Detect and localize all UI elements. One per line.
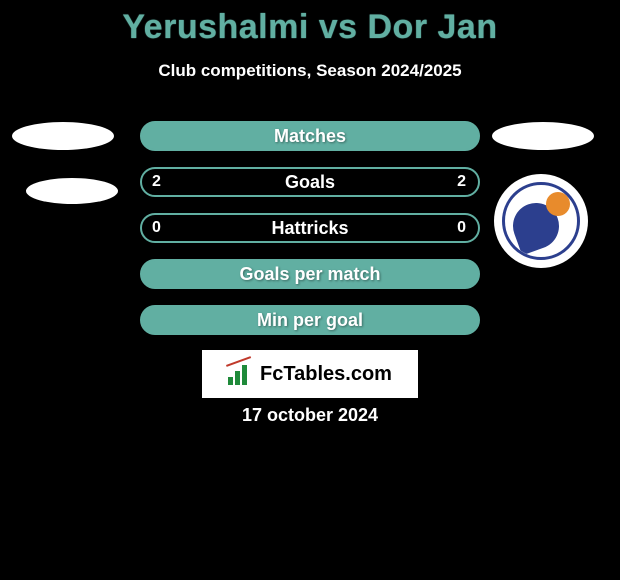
stat-label: Matches (274, 126, 346, 147)
stat-label: Hattricks (271, 218, 348, 239)
stat-row-min-per-goal: Min per goal (0, 305, 620, 335)
date-label: 17 october 2024 (0, 405, 620, 426)
subtitle: Club competitions, Season 2024/2025 (0, 61, 620, 81)
stat-value-left: 2 (152, 167, 161, 197)
chart-logo-icon (228, 363, 254, 385)
stat-pill: Min per goal (140, 305, 480, 335)
stat-value-left: 0 (152, 213, 161, 243)
stat-value-right: 0 (457, 213, 466, 243)
page-title: Yerushalmi vs Dor Jan (0, 0, 620, 47)
stat-pill: Goals (140, 167, 480, 197)
stat-row-goals-per-match: Goals per match (0, 259, 620, 289)
stats-comparison: Matches Goals 2 2 Hattricks 0 0 Goals pe… (0, 121, 620, 335)
stat-row-goals: Goals 2 2 (0, 167, 620, 197)
brand-text: FcTables.com (260, 363, 392, 386)
stat-label: Goals (285, 172, 335, 193)
brand-badge: FcTables.com (202, 350, 418, 398)
stat-label: Min per goal (257, 310, 363, 331)
stat-value-right: 2 (457, 167, 466, 197)
stat-pill: Goals per match (140, 259, 480, 289)
stat-pill: Hattricks (140, 213, 480, 243)
stat-pill: Matches (140, 121, 480, 151)
stat-row-hattricks: Hattricks 0 0 (0, 213, 620, 243)
stat-row-matches: Matches (0, 121, 620, 151)
stat-label: Goals per match (239, 264, 380, 285)
